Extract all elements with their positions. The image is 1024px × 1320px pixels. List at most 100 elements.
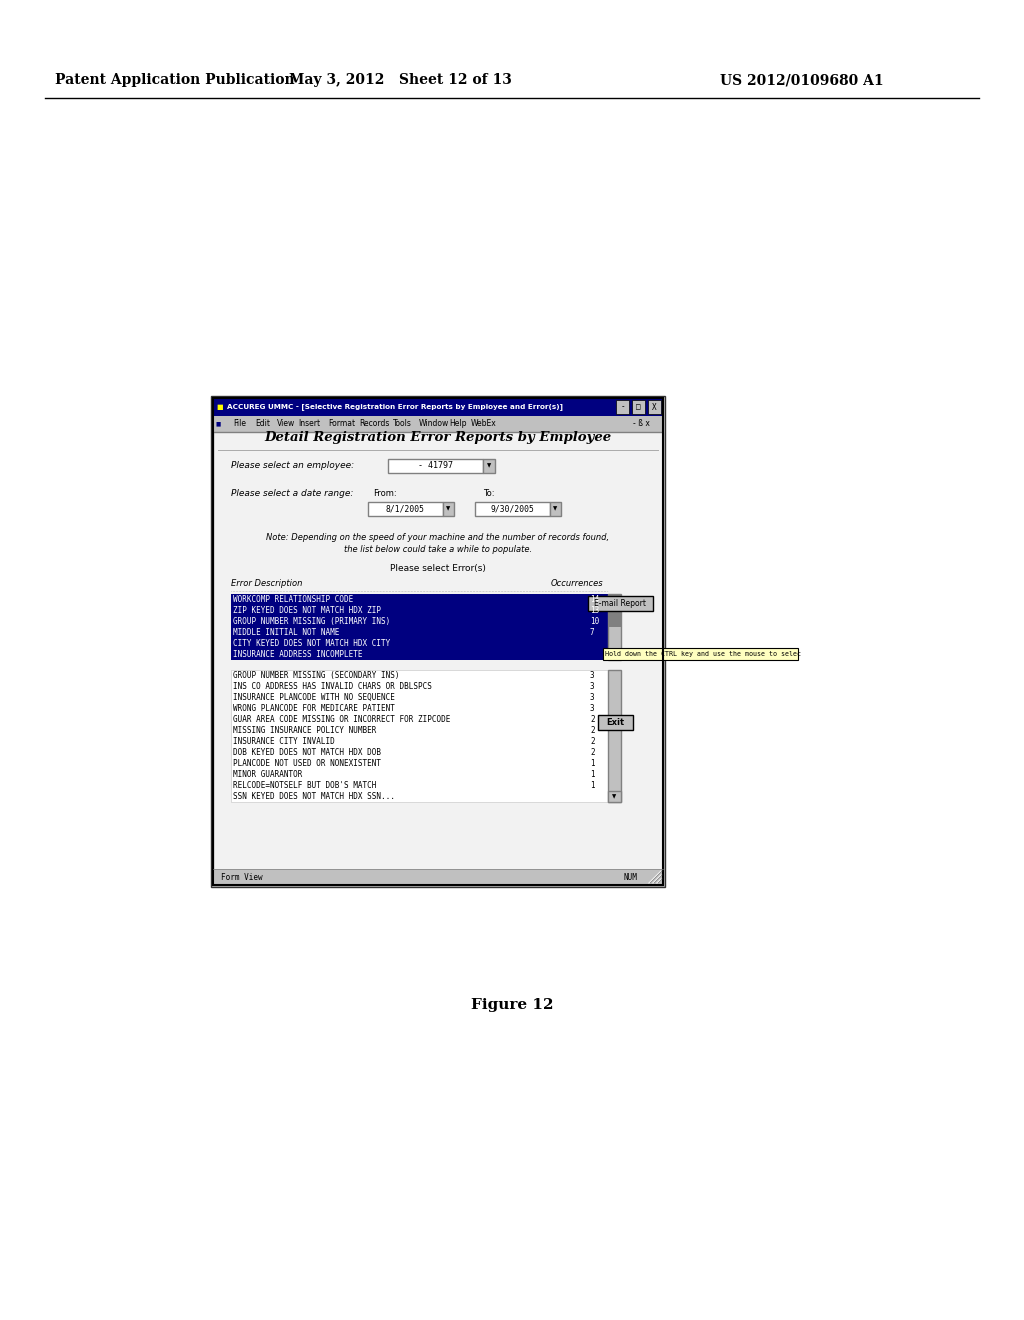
Text: ACCUREG UMMC - [Selective Registration Error Reports by Employee and Error(s)]: ACCUREG UMMC - [Selective Registration E… xyxy=(227,404,563,411)
Text: GROUP NUMBER MISSING (PRIMARY INS): GROUP NUMBER MISSING (PRIMARY INS) xyxy=(233,616,390,626)
Text: 1: 1 xyxy=(590,759,595,768)
Text: CITY KEYED DOES NOT MATCH HDX CITY: CITY KEYED DOES NOT MATCH HDX CITY xyxy=(233,639,390,648)
Text: Edit: Edit xyxy=(255,420,269,429)
Text: - 41797: - 41797 xyxy=(418,462,453,470)
Text: 1: 1 xyxy=(590,781,595,789)
Bar xyxy=(475,502,550,516)
Bar xyxy=(483,459,495,473)
Text: Form View: Form View xyxy=(221,873,262,882)
Text: INSURANCE PLANCODE WITH NO SEQUENCE: INSURANCE PLANCODE WITH NO SEQUENCE xyxy=(233,693,395,702)
Text: 10: 10 xyxy=(590,616,599,626)
Text: 3: 3 xyxy=(590,704,595,713)
Bar xyxy=(213,399,663,416)
Text: 1: 1 xyxy=(590,770,595,779)
Text: 2: 2 xyxy=(590,726,595,735)
Text: Occurrences: Occurrences xyxy=(550,578,603,587)
Text: PLANCODE NOT USED OR NONEXISTENT: PLANCODE NOT USED OR NONEXISTENT xyxy=(233,759,381,768)
Text: RELCODE=NOTSELF BUT DOB'S MATCH: RELCODE=NOTSELF BUT DOB'S MATCH xyxy=(233,781,377,789)
Bar xyxy=(213,416,663,432)
Text: Error Description: Error Description xyxy=(231,578,302,587)
Text: GROUP NUMBER MISSING (SECONDARY INS): GROUP NUMBER MISSING (SECONDARY INS) xyxy=(233,671,399,680)
Text: Hold down the CTRL key and use the mouse to selec: Hold down the CTRL key and use the mouse… xyxy=(605,651,801,657)
Text: Patent Application Publication: Patent Application Publication xyxy=(55,73,295,87)
Text: View: View xyxy=(276,420,295,429)
Text: E-mail Report: E-mail Report xyxy=(595,599,646,609)
Text: the list below could take a while to populate.: the list below could take a while to pop… xyxy=(344,545,532,554)
Bar xyxy=(213,432,663,884)
Text: Note: Depending on the speed of your machine and the number of records found,: Note: Depending on the speed of your mac… xyxy=(266,533,609,543)
Text: WRONG PLANCODE FOR MEDICARE PATIENT: WRONG PLANCODE FOR MEDICARE PATIENT xyxy=(233,704,395,713)
Bar xyxy=(213,399,663,884)
Text: May 3, 2012   Sheet 12 of 13: May 3, 2012 Sheet 12 of 13 xyxy=(289,73,511,87)
Text: ZIP KEYED DOES NOT MATCH HDX ZIP: ZIP KEYED DOES NOT MATCH HDX ZIP xyxy=(233,606,381,615)
Bar xyxy=(231,594,608,660)
Text: US 2012/0109680 A1: US 2012/0109680 A1 xyxy=(720,73,884,87)
Bar xyxy=(598,715,633,730)
Text: 2: 2 xyxy=(590,715,595,723)
Bar xyxy=(608,671,621,803)
Text: ■: ■ xyxy=(216,404,222,411)
Bar xyxy=(588,597,653,611)
Text: 14: 14 xyxy=(590,595,599,605)
Text: Insert: Insert xyxy=(298,420,321,429)
Text: DOB KEYED DOES NOT MATCH HDX DOB: DOB KEYED DOES NOT MATCH HDX DOB xyxy=(233,748,381,756)
Bar xyxy=(388,459,483,473)
Text: INSURANCE CITY INVALID: INSURANCE CITY INVALID xyxy=(233,737,335,746)
Text: □: □ xyxy=(636,403,641,412)
Text: File: File xyxy=(233,420,246,429)
Text: Exit: Exit xyxy=(606,718,625,727)
Bar xyxy=(231,671,608,803)
Bar xyxy=(368,502,443,516)
Text: Records: Records xyxy=(358,420,389,429)
Text: GUAR AREA CODE MISSING OR INCORRECT FOR ZIPCODE: GUAR AREA CODE MISSING OR INCORRECT FOR … xyxy=(233,715,451,723)
Text: Please select Error(s): Please select Error(s) xyxy=(390,564,486,573)
Text: 3: 3 xyxy=(590,682,595,690)
Text: 9/30/2005: 9/30/2005 xyxy=(490,504,534,513)
Text: Detail Registration Error Reports by Employee: Detail Registration Error Reports by Emp… xyxy=(264,432,611,445)
Text: From:: From: xyxy=(373,488,396,498)
Text: -: - xyxy=(621,403,625,412)
Text: To:: To: xyxy=(483,488,495,498)
Bar xyxy=(608,594,621,627)
Text: MIDDLE INITIAL NOT NAME: MIDDLE INITIAL NOT NAME xyxy=(233,628,339,638)
Bar xyxy=(648,400,662,414)
Text: MINOR GUARANTOR: MINOR GUARANTOR xyxy=(233,770,302,779)
Bar xyxy=(632,400,645,414)
Text: ▼: ▼ xyxy=(612,795,616,799)
Text: MISSING INSURANCE POLICY NUMBER: MISSING INSURANCE POLICY NUMBER xyxy=(233,726,377,735)
Text: Help: Help xyxy=(450,420,467,429)
Bar xyxy=(211,396,665,887)
Text: 3: 3 xyxy=(590,693,595,702)
Bar xyxy=(603,648,798,660)
Text: ▼: ▼ xyxy=(445,507,451,511)
Text: Please select a date range:: Please select a date range: xyxy=(231,488,353,498)
Bar xyxy=(616,400,629,414)
Text: ▼: ▼ xyxy=(486,463,492,469)
Text: INSURANCE ADDRESS INCOMPLETE: INSURANCE ADDRESS INCOMPLETE xyxy=(233,649,362,659)
Bar xyxy=(443,502,454,516)
Text: WebEx: WebEx xyxy=(471,420,497,429)
Text: 13: 13 xyxy=(590,606,599,615)
Text: ▼: ▼ xyxy=(553,507,557,511)
Text: Please select an employee:: Please select an employee: xyxy=(231,462,354,470)
Bar xyxy=(550,502,561,516)
Text: NUM: NUM xyxy=(623,873,637,882)
Text: ■: ■ xyxy=(216,421,221,426)
Text: 7: 7 xyxy=(590,628,595,638)
Text: 8/1/2005: 8/1/2005 xyxy=(385,504,425,513)
Text: SSN KEYED DOES NOT MATCH HDX SSN...: SSN KEYED DOES NOT MATCH HDX SSN... xyxy=(233,792,395,801)
Text: Window: Window xyxy=(419,420,450,429)
Bar xyxy=(213,432,663,884)
Bar xyxy=(608,594,621,660)
Text: 2: 2 xyxy=(590,748,595,756)
Bar xyxy=(608,791,621,803)
Text: X: X xyxy=(652,403,656,412)
Text: 2: 2 xyxy=(590,737,595,746)
Text: INS CO ADDRESS HAS INVALID CHARS OR DBLSPCS: INS CO ADDRESS HAS INVALID CHARS OR DBLS… xyxy=(233,682,432,690)
Bar xyxy=(213,869,663,884)
Text: 3: 3 xyxy=(590,671,595,680)
Text: - ß x: - ß x xyxy=(633,420,650,429)
Text: Format: Format xyxy=(329,420,355,429)
Text: Tools: Tools xyxy=(393,420,412,429)
Text: WORKCOMP RELATIONSHIP CODE: WORKCOMP RELATIONSHIP CODE xyxy=(233,595,353,605)
